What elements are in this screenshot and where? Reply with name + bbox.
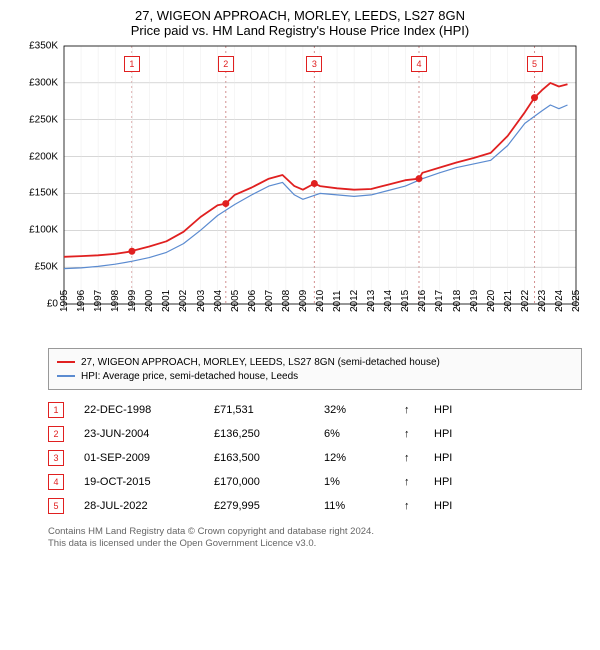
x-tick-label: 2023: [537, 290, 548, 312]
sales-row-price: £163,500: [214, 452, 304, 464]
arrow-up-icon: ↑: [404, 428, 414, 440]
x-tick-label: 1998: [110, 290, 121, 312]
chart-container: 27, WIGEON APPROACH, MORLEY, LEEDS, LS27…: [0, 0, 600, 555]
x-tick-label: 2006: [247, 290, 258, 312]
y-tick-label: £150K: [29, 188, 58, 199]
sales-row-date: 23-JUN-2004: [84, 428, 194, 440]
x-tick-label: 2002: [178, 290, 189, 312]
sale-marker-2: 2: [218, 56, 234, 72]
legend-item: 27, WIGEON APPROACH, MORLEY, LEEDS, LS27…: [57, 355, 573, 369]
footer-line1: Contains HM Land Registry data © Crown c…: [48, 526, 582, 538]
sale-marker-4: 4: [411, 56, 427, 72]
sales-row-pct: 6%: [324, 428, 384, 440]
sales-row-hpi: HPI: [434, 452, 452, 464]
sales-row-pct: 32%: [324, 404, 384, 416]
sales-row-date: 19-OCT-2015: [84, 476, 194, 488]
y-tick-label: £350K: [29, 41, 58, 52]
sales-row-pct: 11%: [324, 500, 384, 512]
x-tick-label: 2022: [520, 290, 531, 312]
sales-row-date: 01-SEP-2009: [84, 452, 194, 464]
footer: Contains HM Land Registry data © Crown c…: [48, 526, 582, 551]
sales-row-date: 28-JUL-2022: [84, 500, 194, 512]
sales-row-num: 3: [48, 450, 64, 466]
x-tick-label: 2019: [469, 290, 480, 312]
x-tick-label: 2016: [417, 290, 428, 312]
title-subtitle: Price paid vs. HM Land Registry's House …: [8, 23, 592, 38]
sales-row-hpi: HPI: [434, 428, 452, 440]
x-tick-label: 2021: [503, 290, 514, 312]
sales-row-pct: 1%: [324, 476, 384, 488]
sale-marker-5: 5: [527, 56, 543, 72]
x-tick-label: 2001: [161, 290, 172, 312]
x-tick-label: 2005: [230, 290, 241, 312]
x-tick-label: 2012: [349, 290, 360, 312]
x-tick-label: 2015: [400, 290, 411, 312]
sales-row-hpi: HPI: [434, 404, 452, 416]
x-tick-label: 2004: [213, 290, 224, 312]
y-tick-label: £100K: [29, 225, 58, 236]
legend-swatch: [57, 361, 75, 363]
y-tick-label: £250K: [29, 114, 58, 125]
sales-row-price: £279,995: [214, 500, 304, 512]
y-tick-label: £200K: [29, 151, 58, 162]
sale-marker-1: 1: [124, 56, 140, 72]
title-address: 27, WIGEON APPROACH, MORLEY, LEEDS, LS27…: [8, 8, 592, 23]
x-tick-label: 2020: [486, 290, 497, 312]
legend-box: 27, WIGEON APPROACH, MORLEY, LEEDS, LS27…: [48, 348, 582, 390]
sales-row-num: 1: [48, 402, 64, 418]
y-tick-label: £50K: [35, 262, 58, 273]
sales-row-num: 5: [48, 498, 64, 514]
x-tick-label: 1997: [93, 290, 104, 312]
sales-row-date: 22-DEC-1998: [84, 404, 194, 416]
x-tick-label: 1995: [59, 290, 70, 312]
arrow-up-icon: ↑: [404, 476, 414, 488]
x-tick-label: 2018: [452, 290, 463, 312]
sale-marker-3: 3: [306, 56, 322, 72]
sales-row-hpi: HPI: [434, 500, 452, 512]
sales-row-pct: 12%: [324, 452, 384, 464]
sales-row: 4 19-OCT-2015 £170,000 1% ↑ HPI: [48, 470, 582, 494]
legend-item: HPI: Average price, semi-detached house,…: [57, 369, 573, 383]
sales-row: 3 01-SEP-2009 £163,500 12% ↑ HPI: [48, 446, 582, 470]
plot-area: £0 £50K £100K £150K £200K £250K £300K £350K 1995…: [20, 42, 580, 342]
legend-swatch: [57, 375, 75, 377]
sales-row-price: £71,531: [214, 404, 304, 416]
sales-row-price: £170,000: [214, 476, 304, 488]
sales-row-price: £136,250: [214, 428, 304, 440]
x-tick-label: 1996: [76, 290, 87, 312]
x-tick-label: 2017: [434, 290, 445, 312]
x-tick-label: 2024: [554, 290, 565, 312]
sales-row-num: 2: [48, 426, 64, 442]
x-tick-label: 2010: [315, 290, 326, 312]
x-tick-label: 2025: [571, 290, 582, 312]
arrow-up-icon: ↑: [404, 404, 414, 416]
sales-row: 2 23-JUN-2004 £136,250 6% ↑ HPI: [48, 422, 582, 446]
y-tick-label: £0: [47, 299, 58, 310]
sales-row: 5 28-JUL-2022 £279,995 11% ↑ HPI: [48, 494, 582, 518]
x-tick-label: 2014: [383, 290, 394, 312]
x-tick-label: 2013: [366, 290, 377, 312]
x-tick-label: 2008: [281, 290, 292, 312]
x-tick-label: 2009: [298, 290, 309, 312]
legend-label: HPI: Average price, semi-detached house,…: [81, 371, 298, 382]
x-tick-label: 2011: [332, 290, 343, 312]
arrow-up-icon: ↑: [404, 500, 414, 512]
sales-row-num: 4: [48, 474, 64, 490]
x-tick-label: 2000: [144, 290, 155, 312]
x-tick-label: 2007: [264, 290, 275, 312]
x-tick-label: 1999: [127, 290, 138, 312]
sales-row: 1 22-DEC-1998 £71,531 32% ↑ HPI: [48, 398, 582, 422]
legend-label: 27, WIGEON APPROACH, MORLEY, LEEDS, LS27…: [81, 357, 440, 368]
arrow-up-icon: ↑: [404, 452, 414, 464]
sales-row-hpi: HPI: [434, 476, 452, 488]
footer-line2: This data is licensed under the Open Gov…: [48, 538, 582, 550]
sales-table: 1 22-DEC-1998 £71,531 32% ↑ HPI 2 23-JUN-2004 £1…: [48, 398, 582, 518]
x-tick-label: 2003: [196, 290, 207, 312]
title-block: 27, WIGEON APPROACH, MORLEY, LEEDS, LS27…: [8, 8, 592, 38]
y-tick-label: £300K: [29, 77, 58, 88]
